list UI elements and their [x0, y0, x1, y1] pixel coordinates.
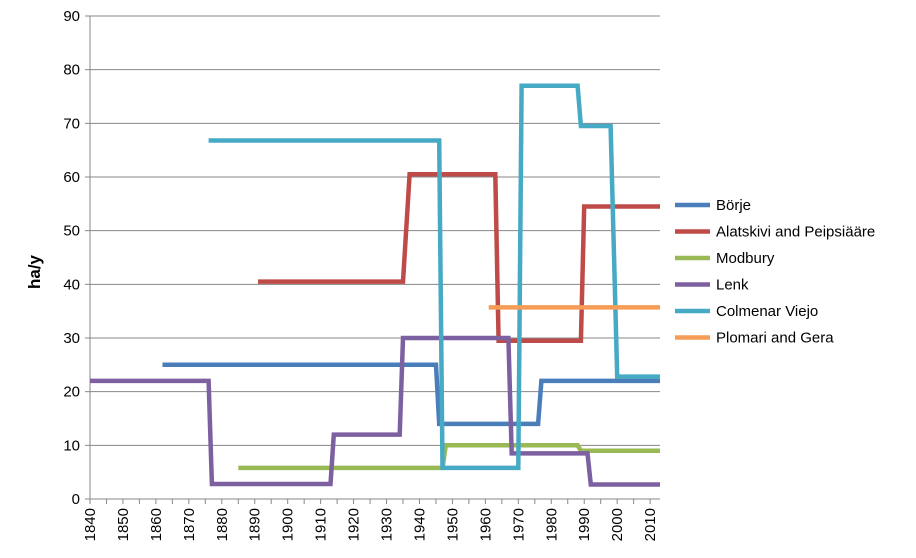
y-tick-label: 80: [63, 62, 80, 79]
x-tick-label: 1910: [313, 508, 330, 541]
y-tick-label: 10: [63, 437, 80, 454]
legend-label: Plomari and Gera: [716, 330, 834, 347]
x-tick-label: 1930: [379, 508, 396, 541]
series-line-2: [238, 443, 660, 471]
axes: [85, 15, 660, 504]
legend-label: Alatskivi and Peipsiääre: [716, 224, 875, 241]
x-tick-label: 2010: [642, 508, 659, 541]
y-axis-title: ha/y: [25, 254, 44, 289]
y-tick-label: 50: [63, 223, 80, 240]
series-line-1: [258, 172, 660, 343]
x-tick-label: 1850: [115, 508, 132, 541]
y-tick-label: 30: [63, 330, 80, 347]
x-tick-label: 1970: [510, 508, 527, 541]
y-tick-label: 40: [63, 276, 80, 293]
x-tick-label: 1980: [543, 508, 560, 541]
x-tick-label: 1950: [444, 508, 461, 541]
legend-label: Börje: [716, 197, 751, 214]
x-tick-label: 1960: [477, 508, 494, 541]
y-tick-label: 20: [63, 384, 80, 401]
series-line-0: [162, 362, 660, 427]
y-tick-label: 70: [63, 115, 80, 132]
y-tick-labels: 0 10 20 30 40 50 60 70 80 90: [63, 8, 80, 508]
legend-label: Modbury: [716, 250, 775, 267]
x-tick-label: 1870: [181, 508, 198, 541]
legend: Börje Alatskivi and Peipsiääre Modbury Lenk…: [675, 197, 875, 347]
series-lines: [90, 83, 660, 487]
x-tick-labels: 1840 1850 1860 1870 1880 1890 1900 1910 1920 1930…: [82, 508, 659, 541]
x-tick-label: 1940: [411, 508, 428, 541]
x-tick-label: 1920: [346, 508, 363, 541]
series-line-3: [90, 335, 660, 487]
y-tick-label: 90: [63, 8, 80, 25]
x-tick-label: 1860: [148, 508, 165, 541]
x-tick-label: 1900: [280, 508, 297, 541]
y-tick-label: 60: [63, 169, 80, 186]
gridlines: [90, 15, 660, 446]
x-tick-label: 2000: [609, 508, 626, 541]
x-tick-label: 1880: [214, 508, 231, 541]
x-tick-label: 1890: [247, 508, 264, 541]
series-line-4: [208, 83, 660, 471]
x-tick-label: 1990: [576, 508, 593, 541]
legend-label: Colmenar Viejo: [716, 303, 818, 320]
legend-label: Lenk: [716, 277, 749, 294]
y-tick-label: 0: [72, 491, 80, 508]
x-tick-label: 1840: [82, 508, 99, 541]
